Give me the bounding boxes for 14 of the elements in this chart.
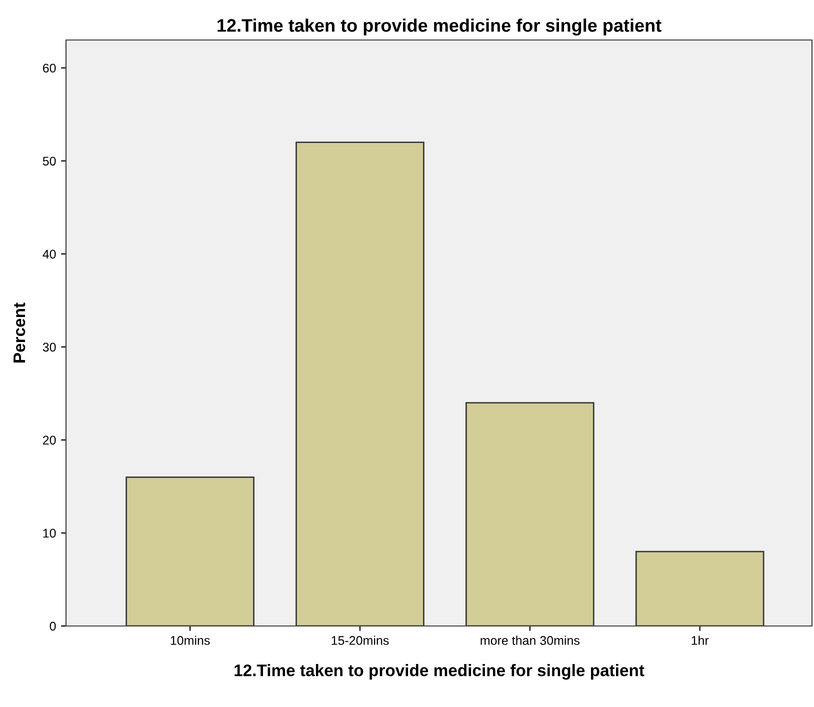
y-tick-label: 40 [42, 250, 56, 259]
x-tick-label: 15-20mins [332, 636, 389, 645]
x-tick-label: more than 30mins [480, 636, 580, 645]
x-tick-label: 1hr [692, 636, 709, 645]
y-tick-label: 0 [50, 622, 56, 631]
y-tick-label: 30 [42, 342, 56, 352]
y-axis-title: Percent [14, 302, 26, 362]
chart-title: 12.Time taken to provide medicine for single patient [218, 18, 662, 36]
y-tick-label: 20 [43, 436, 56, 445]
y-tick-label: 60 [43, 64, 56, 73]
x-tick-label: 10mins [170, 636, 210, 645]
x-axis-title: 12.Time taken to provide medicine for single patient [234, 664, 644, 680]
y-tick-label: 50 [42, 156, 56, 166]
y-tick-label: 10 [43, 528, 56, 538]
